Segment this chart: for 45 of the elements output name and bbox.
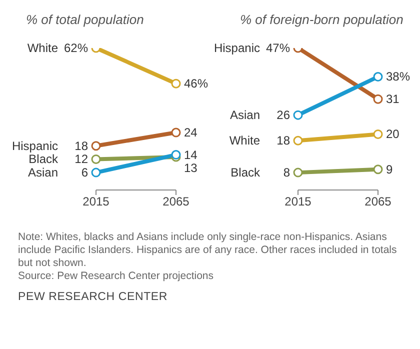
point: [91, 154, 101, 164]
data-label: 26: [276, 108, 290, 122]
text: Asian: [230, 108, 260, 122]
source-note: Source: Pew Research Center projections: [18, 270, 215, 283]
text: Black: [230, 166, 261, 180]
text: Asian: [28, 166, 58, 180]
x-tick-label: 2015: [284, 194, 312, 209]
data-label: 13: [184, 160, 198, 175]
data-label: 31: [386, 92, 400, 106]
data-label: 20: [386, 127, 400, 142]
data-label: 18: [74, 138, 88, 153]
point: [293, 136, 303, 146]
chart-title: % of total population: [26, 12, 144, 27]
data-label: 14: [184, 148, 198, 162]
chart-title: % of foreign-born population: [240, 12, 404, 27]
text: Black: [28, 152, 59, 166]
point: [171, 128, 181, 138]
data-label: 18: [276, 134, 290, 148]
data-label: 6: [81, 166, 88, 180]
text: Note: Whites, blacks and Asians include only single-race non-Hispanics. Asians include Pacific Islanders. Hispanics are of any race. Other races included in totals but not shown.: [18, 231, 398, 270]
point: [293, 168, 303, 178]
text: Hispanic: [12, 138, 58, 153]
data-label: 24: [184, 126, 198, 140]
text: White: [229, 134, 260, 148]
point: [171, 78, 181, 88]
data-label: 62%: [64, 41, 88, 55]
data-label: 47%: [266, 41, 290, 55]
x-tick-label: 2015: [82, 194, 110, 209]
data-label: 8: [283, 166, 290, 180]
x-tick-label: 2065: [364, 194, 392, 209]
point: [293, 110, 303, 120]
point: [91, 141, 101, 151]
point: [373, 129, 383, 139]
point: [373, 72, 383, 82]
text: Hispanic: [214, 41, 260, 55]
data-label: 9: [386, 162, 393, 176]
text: White: [27, 41, 58, 55]
text: PEW RESEARCH CENTER: [18, 291, 168, 304]
point: [373, 94, 383, 104]
data-label: 38%: [386, 70, 410, 84]
data-label: 46%: [184, 76, 208, 91]
data-label: 12: [74, 152, 88, 166]
point: [373, 164, 383, 174]
x-tick-label: 2065: [162, 194, 190, 209]
point: [91, 168, 101, 178]
